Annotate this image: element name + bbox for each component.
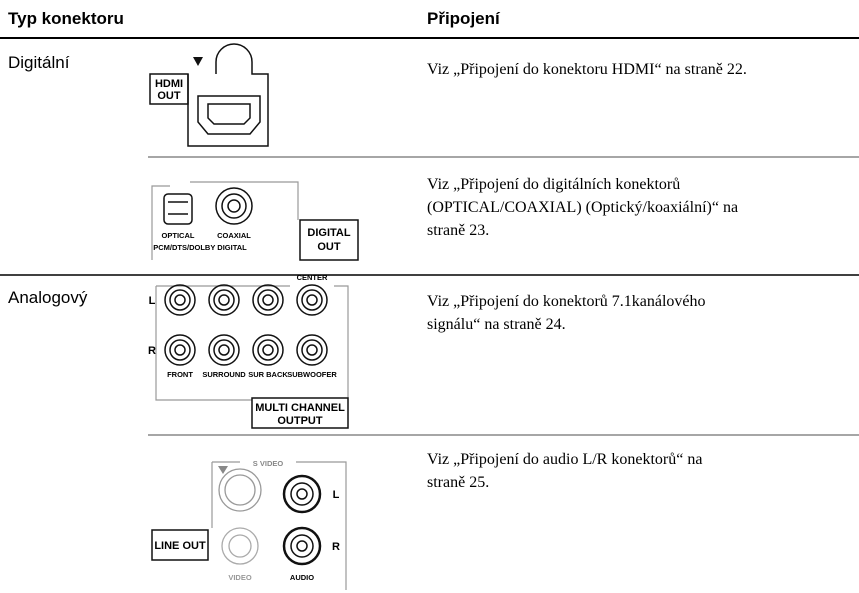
arrow bbox=[193, 57, 203, 66]
jacks bbox=[164, 284, 328, 366]
connector-type: Digitální bbox=[8, 53, 70, 72]
connector-frame bbox=[187, 43, 269, 147]
port-label: S VIDEO bbox=[253, 459, 284, 468]
digital-diagram: OPTICAL COAXIAL PCM/DTS/DOLBY DIGITAL DI… bbox=[151, 181, 359, 261]
port-label: LINE OUT bbox=[154, 540, 206, 552]
coaxial-port bbox=[221, 193, 247, 219]
port-label: SUBWOOFER bbox=[287, 370, 337, 379]
optical-port bbox=[168, 201, 188, 215]
lineout-diagram: S VIDEO L R LINE OUT VIDEO AUDIO bbox=[151, 459, 347, 590]
port-label: CENTER bbox=[297, 273, 328, 282]
port-label: COAXIAL bbox=[217, 231, 251, 240]
frame bbox=[151, 181, 299, 260]
port-label: OUTPUT bbox=[277, 415, 323, 427]
column-header: Připojení bbox=[427, 9, 501, 28]
video-jack bbox=[228, 534, 252, 558]
port-label: DIGITAL bbox=[307, 227, 350, 239]
optical-port bbox=[163, 193, 193, 225]
description: signálu“ na straně 24. bbox=[427, 316, 566, 333]
hdmi-port bbox=[207, 103, 251, 125]
arrow bbox=[218, 466, 228, 474]
port-label: L bbox=[149, 295, 156, 307]
coaxial-port bbox=[227, 199, 241, 213]
description: Viz „Připojení do audio L/R konektorů“ n… bbox=[427, 451, 702, 468]
svideo-port bbox=[218, 468, 262, 512]
column-header: Typ konektoru bbox=[8, 9, 124, 28]
port-label: AUDIO bbox=[290, 573, 314, 582]
port-label: HDMI bbox=[155, 78, 183, 90]
audio-jack bbox=[296, 540, 308, 552]
audio-jack bbox=[296, 488, 308, 500]
description: straně 25. bbox=[427, 474, 489, 491]
port-label: OUT bbox=[317, 241, 341, 253]
port-label: R bbox=[148, 345, 156, 357]
port-label: FRONT bbox=[167, 370, 193, 379]
port-label: PCM/DTS/DOLBY DIGITAL bbox=[153, 243, 247, 252]
multichannel-diagram: CENTER L R FRONT SURROUND SUR BACK SUBWO… bbox=[148, 273, 349, 429]
port-label: VIDEO bbox=[228, 573, 252, 582]
hdmi-port bbox=[197, 95, 261, 135]
description: Viz „Připojení do digitálních konektorů bbox=[427, 176, 680, 193]
description: (OPTICAL/COAXIAL) (Optický/koaxiální)“ n… bbox=[427, 199, 738, 216]
frame bbox=[211, 461, 347, 590]
label-box bbox=[251, 397, 349, 429]
audio-jack bbox=[282, 526, 322, 566]
port-label: L bbox=[333, 489, 340, 501]
label-box bbox=[299, 219, 359, 261]
audio-jack bbox=[282, 474, 322, 514]
audio-jack bbox=[290, 482, 314, 506]
port-label: SUR BACK bbox=[248, 370, 288, 379]
description: Viz „Připojení do konektoru HDMI“ na str… bbox=[427, 61, 747, 78]
port-label: MULTI CHANNEL bbox=[255, 402, 345, 414]
description: Viz „Připojení do konektorů 7.1kanálovéh… bbox=[427, 293, 706, 310]
svideo-port bbox=[224, 474, 256, 506]
video-jack bbox=[221, 527, 259, 565]
port-label: R bbox=[332, 541, 340, 553]
connector-type: Analogový bbox=[8, 288, 88, 307]
description: straně 23. bbox=[427, 222, 489, 239]
port-label: OUT bbox=[157, 90, 181, 102]
coaxial-port bbox=[215, 187, 253, 225]
hdmi-diagram: HDMI OUT bbox=[149, 43, 269, 147]
frame bbox=[155, 285, 349, 401]
audio-jack bbox=[290, 534, 314, 558]
port-label: SURROUND bbox=[202, 370, 246, 379]
port-label: OPTICAL bbox=[162, 231, 195, 240]
label-box bbox=[151, 529, 209, 561]
